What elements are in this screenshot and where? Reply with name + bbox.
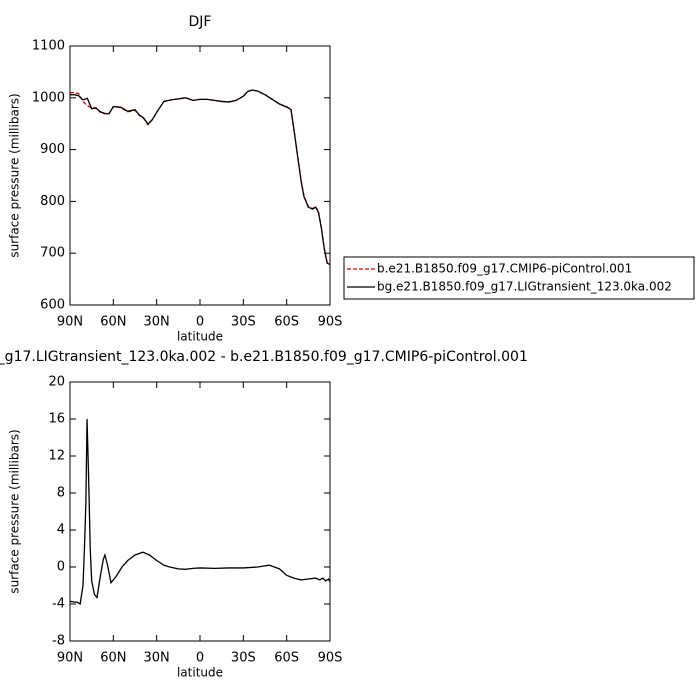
y-axis-label: surface pressure (millibars): [8, 429, 22, 593]
x-tick-label: 30N: [144, 315, 170, 330]
plot-frame: [69, 45, 331, 306]
legend-label: bg.e21.B1850.f09_g17.LIGtransient_123.0k…: [377, 280, 672, 294]
x-tick-label: 60S: [274, 651, 299, 666]
x-tick-label: 90N: [57, 315, 83, 330]
x-tick-label: 60N: [100, 651, 126, 666]
chart-title: bg.e21.B1850.f09_g17.LIGtransient_123.0k…: [0, 349, 528, 365]
plot-frame: [69, 381, 331, 642]
y-axis-label: surface pressure (millibars): [8, 93, 22, 257]
y-tick-label: 700: [40, 246, 65, 261]
y-tick-label: 16: [48, 412, 65, 427]
y-tick-label: -4: [52, 597, 65, 612]
y-tick-label: 1000: [32, 90, 65, 105]
x-tick-label: 60N: [100, 315, 126, 330]
x-tick-label: 60S: [274, 315, 299, 330]
data-line: [70, 89, 331, 265]
y-tick-label: 8: [57, 486, 65, 501]
data-line: [70, 89, 331, 266]
chart-title: DJF: [189, 14, 212, 30]
legend-label: b.e21.B1850.f09_g17.CMIP6-piControl.001: [377, 262, 632, 276]
x-axis-label: latitude: [177, 666, 223, 680]
x-tick-label: 90S: [318, 315, 343, 330]
y-tick-label: -8: [52, 634, 65, 649]
y-tick-label: 0: [57, 560, 65, 575]
y-tick-label: 900: [40, 142, 65, 157]
x-tick-label: 30S: [231, 651, 256, 666]
x-tick-label: 0: [196, 315, 204, 330]
x-tick-label: 30N: [144, 651, 170, 666]
x-tick-label: 0: [196, 651, 204, 666]
y-tick-label: 4: [57, 523, 65, 538]
y-tick-label: 1100: [32, 39, 65, 54]
x-tick-label: 90S: [318, 651, 343, 666]
y-tick-label: 20: [48, 375, 65, 390]
y-tick-label: 12: [48, 449, 65, 464]
data-line: [69, 418, 331, 606]
x-axis-label: latitude: [177, 330, 223, 344]
legend-box: [343, 256, 695, 300]
y-tick-label: 600: [40, 298, 65, 313]
y-tick-label: 800: [40, 194, 65, 209]
x-tick-label: 90N: [57, 651, 83, 666]
x-tick-label: 30S: [231, 315, 256, 330]
